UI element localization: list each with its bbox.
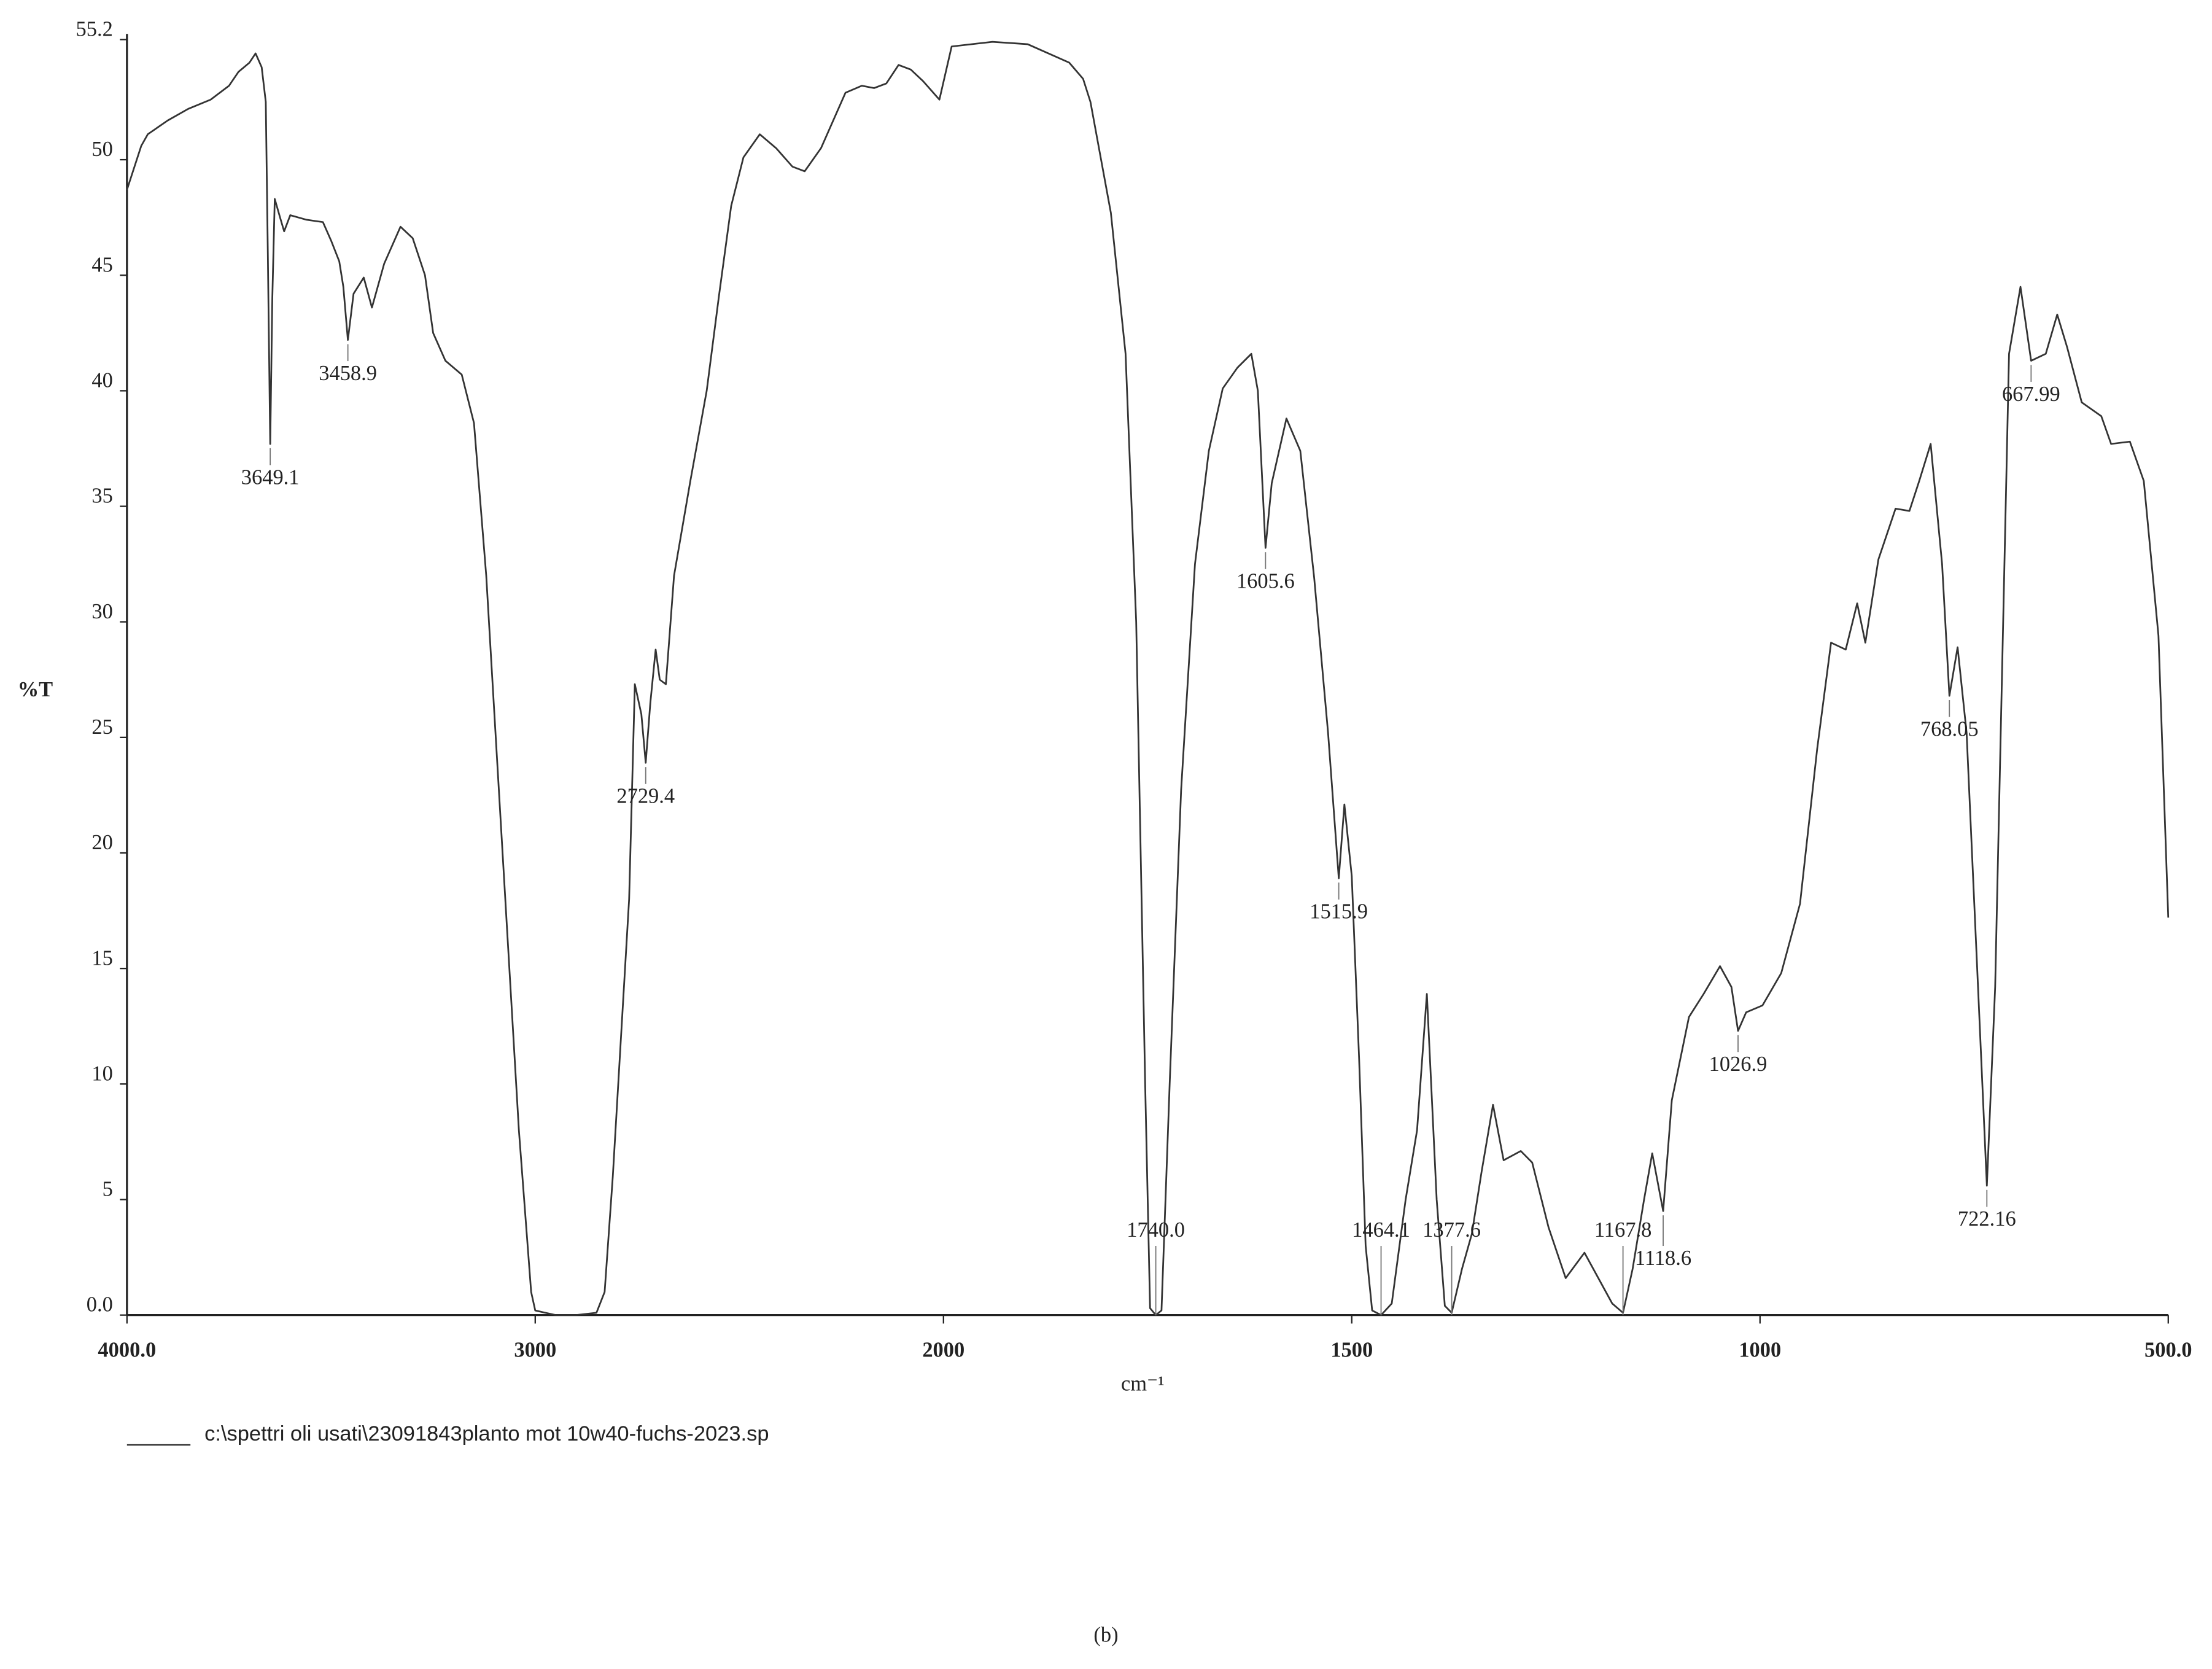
x-tick-label: 3000 [514, 1338, 556, 1361]
x-tick-label: 4000.0 [98, 1338, 156, 1361]
y-tick-label: 25 [91, 715, 112, 739]
y-tick-label: 20 [91, 831, 112, 854]
x-tick-label: 1000 [1739, 1338, 1781, 1361]
y-tick-label: 5 [103, 1178, 113, 1201]
peak-label: 3649.1 [241, 465, 300, 489]
legend-label: c:\spettri oli usati\23091843planto mot … [204, 1422, 769, 1445]
peak-label: 1377.6 [1422, 1218, 1481, 1242]
y-tick-label: 45 [91, 253, 112, 276]
y-tick-label: 30 [91, 600, 112, 623]
x-tick-label: 500.0 [2144, 1338, 2192, 1361]
peak-label: 1515.9 [1310, 900, 1368, 924]
peak-label: 768.05 [1920, 717, 1979, 741]
caption: (b) [1093, 1623, 1118, 1646]
peak-label: 3458.9 [319, 362, 377, 385]
y-axis-label: %T [18, 678, 53, 701]
y-tick-label: 40 [91, 369, 112, 392]
x-tick-label: 2000 [922, 1338, 964, 1361]
x-tick-label: 1500 [1330, 1338, 1373, 1361]
peak-label: 722.16 [1958, 1207, 2016, 1231]
peak-label: 1605.6 [1236, 570, 1295, 593]
peak-label: 1464.1 [1352, 1218, 1410, 1242]
x-axis-label: cm⁻¹ [1121, 1372, 1165, 1395]
peak-label: 1740.0 [1127, 1218, 1185, 1242]
peak-label: 2729.4 [616, 785, 675, 808]
peak-label: 667.99 [2002, 383, 2060, 406]
y-tick-label: 10 [91, 1062, 112, 1085]
y-tick-label: 50 [91, 138, 112, 161]
y-tick-label: 55.2 [76, 18, 113, 41]
y-tick-label: 0.0 [87, 1293, 113, 1317]
peak-label: 1026.9 [1709, 1052, 1768, 1076]
peak-label: 1118.6 [1635, 1247, 1691, 1270]
y-tick-label: 15 [91, 946, 112, 970]
y-tick-label: 35 [91, 484, 112, 508]
peak-label: 1167.8 [1594, 1218, 1651, 1242]
